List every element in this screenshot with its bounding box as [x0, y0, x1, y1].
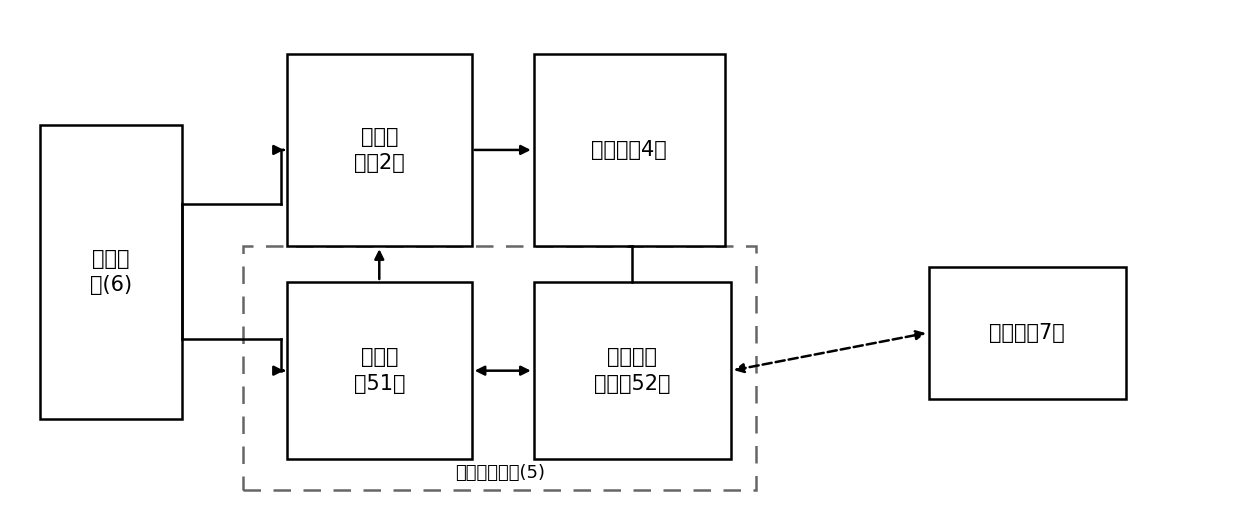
Text: 控制器
（51）: 控制器 （51）	[353, 347, 405, 394]
Bar	[533, 282, 732, 460]
Bar	[286, 282, 472, 460]
Bar	[243, 246, 756, 490]
Bar	[40, 125, 182, 419]
Text: 智能控制单元(5): 智能控制单元(5)	[455, 464, 544, 482]
Text: 无线通信
模块（52）: 无线通信 模块（52）	[594, 347, 671, 394]
Text: 上位机（7）: 上位机（7）	[990, 323, 1065, 343]
Text: 传感器（4）: 传感器（4）	[591, 140, 667, 160]
Bar	[286, 53, 472, 246]
Text: 升降机
构（2）: 升降机 构（2）	[353, 127, 404, 173]
Bar	[929, 267, 1126, 399]
Bar	[533, 53, 725, 246]
Text: 供电单
元(6): 供电单 元(6)	[89, 248, 131, 295]
